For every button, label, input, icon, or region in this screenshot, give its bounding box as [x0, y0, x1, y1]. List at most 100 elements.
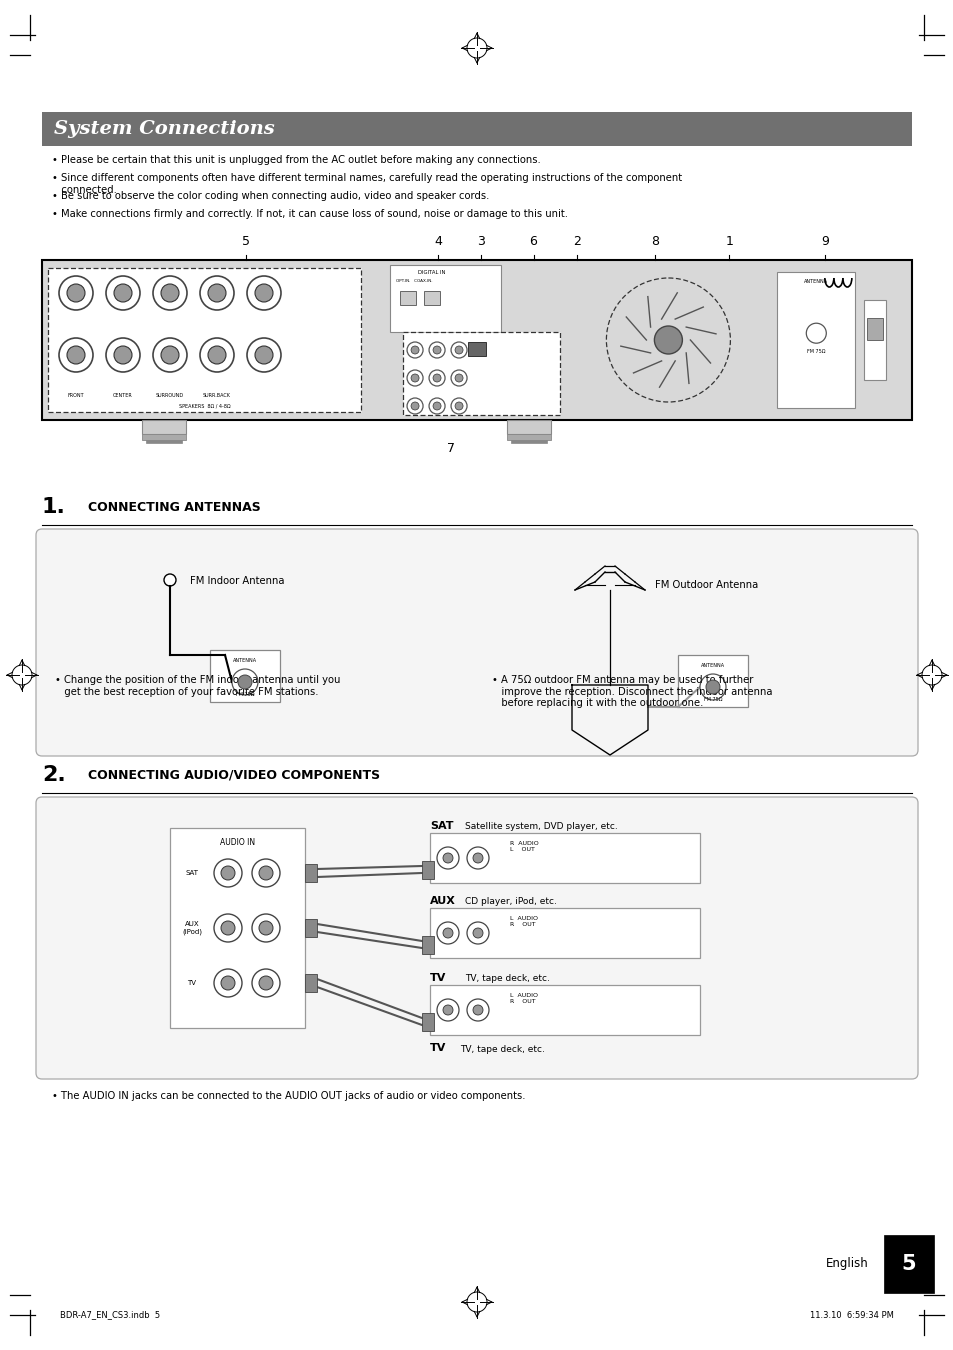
Bar [863, 300, 885, 379]
Circle shape [252, 969, 280, 998]
Text: AUX: AUX [430, 896, 456, 906]
Text: TV, tape deck, etc.: TV, tape deck, etc. [459, 1045, 544, 1054]
Text: • Change the position of the FM indoor antenna until you
   get the best recepti: • Change the position of the FM indoor a… [55, 675, 340, 697]
Circle shape [106, 338, 140, 373]
Circle shape [200, 338, 233, 373]
Circle shape [67, 284, 85, 302]
Bar [210, 649, 280, 702]
Circle shape [705, 680, 720, 694]
Bar [430, 986, 700, 1035]
Circle shape [407, 398, 422, 414]
Text: TV: TV [430, 973, 446, 983]
Text: CONNECTING AUDIO/VIDEO COMPONENTS: CONNECTING AUDIO/VIDEO COMPONENTS [88, 769, 379, 782]
Circle shape [455, 346, 462, 354]
Circle shape [467, 922, 489, 944]
Circle shape [473, 1004, 482, 1015]
Circle shape [208, 284, 226, 302]
Text: 1.: 1. [42, 497, 66, 517]
Text: Satellite system, DVD player, etc.: Satellite system, DVD player, etc. [464, 822, 618, 832]
Circle shape [161, 346, 179, 365]
Bar [146, 440, 182, 443]
Circle shape [433, 402, 440, 410]
Circle shape [455, 374, 462, 382]
Text: CONNECTING ANTENNAS: CONNECTING ANTENNAS [88, 501, 260, 514]
Circle shape [411, 374, 418, 382]
Bar [142, 433, 186, 440]
Text: • Please be certain that this unit is unplugged from the AC outlet before making: • Please be certain that this unit is un… [52, 155, 540, 165]
Circle shape [429, 342, 445, 358]
Circle shape [221, 921, 234, 936]
Circle shape [59, 275, 92, 310]
Bar [430, 833, 700, 883]
Text: CD player, iPod, etc.: CD player, iPod, etc. [464, 896, 557, 906]
Text: • Make connections firmly and correctly. If not, it can cause loss of sound, noi: • Make connections firmly and correctly.… [52, 209, 567, 219]
Circle shape [442, 853, 453, 863]
Circle shape [451, 342, 467, 358]
Circle shape [252, 914, 280, 942]
Circle shape [654, 325, 681, 354]
Circle shape [473, 853, 482, 863]
Circle shape [247, 338, 281, 373]
Text: ANTENNA: ANTENNA [700, 663, 724, 668]
Circle shape [433, 374, 440, 382]
Text: AUDIO IN: AUDIO IN [220, 838, 254, 846]
Text: • Since different components often have different terminal names, carefully read: • Since different components often have … [52, 173, 681, 194]
Text: 8: 8 [651, 235, 659, 248]
Circle shape [433, 346, 440, 354]
Bar [42, 261, 911, 420]
Circle shape [221, 976, 234, 990]
Circle shape [252, 859, 280, 887]
Text: SAT: SAT [430, 821, 453, 832]
Bar [866, 319, 882, 340]
Circle shape [407, 370, 422, 386]
Text: • The AUDIO IN jacks can be connected to the AUDIO OUT jacks of audio or video c: • The AUDIO IN jacks can be connected to… [52, 1091, 525, 1102]
Bar [883, 1235, 933, 1293]
Circle shape [258, 921, 273, 936]
Text: 7: 7 [446, 441, 455, 455]
Circle shape [451, 370, 467, 386]
FancyBboxPatch shape [36, 796, 917, 1079]
Circle shape [161, 284, 179, 302]
Bar [399, 292, 416, 305]
Circle shape [407, 342, 422, 358]
Circle shape [467, 846, 489, 869]
Circle shape [254, 346, 273, 365]
Text: • Be sure to observe the color coding when connecting audio, video and speaker c: • Be sure to observe the color coding wh… [52, 190, 489, 201]
Bar [390, 265, 501, 332]
FancyBboxPatch shape [36, 529, 917, 756]
Text: ANTENNA: ANTENNA [233, 657, 256, 663]
Bar [42, 112, 911, 146]
Circle shape [113, 284, 132, 302]
Text: 4: 4 [434, 235, 441, 248]
Text: SURR.BACK: SURR.BACK [203, 393, 231, 398]
Circle shape [700, 674, 725, 701]
Text: FM 75Ω: FM 75Ω [806, 350, 824, 354]
Circle shape [208, 346, 226, 365]
Text: 3: 3 [476, 235, 485, 248]
Bar [507, 420, 551, 433]
Text: TV, tape deck, etc.: TV, tape deck, etc. [464, 973, 549, 983]
Text: R  AUDIO
L    OUT: R AUDIO L OUT [510, 841, 538, 852]
Text: TV: TV [188, 980, 196, 986]
Circle shape [232, 670, 257, 695]
Text: DIGITAL IN: DIGITAL IN [417, 270, 445, 275]
Circle shape [213, 969, 242, 998]
Circle shape [152, 275, 187, 310]
Bar [305, 973, 316, 992]
Text: 2.: 2. [42, 765, 66, 784]
Text: 5: 5 [901, 1254, 915, 1274]
Bar [511, 440, 547, 443]
Text: ANTENNA: ANTENNA [803, 279, 827, 284]
Bar [421, 936, 434, 954]
Text: BDR-A7_EN_CS3.indb  5: BDR-A7_EN_CS3.indb 5 [60, 1311, 160, 1319]
Bar [468, 342, 485, 356]
Circle shape [237, 675, 252, 688]
Circle shape [59, 338, 92, 373]
Bar [507, 433, 551, 440]
Text: FM 75Ω: FM 75Ω [235, 693, 254, 697]
Circle shape [411, 346, 418, 354]
Text: FM Indoor Antenna: FM Indoor Antenna [190, 576, 284, 586]
Circle shape [442, 927, 453, 938]
Text: 6: 6 [529, 235, 537, 248]
Text: FM Outdoor Antenna: FM Outdoor Antenna [655, 580, 758, 590]
